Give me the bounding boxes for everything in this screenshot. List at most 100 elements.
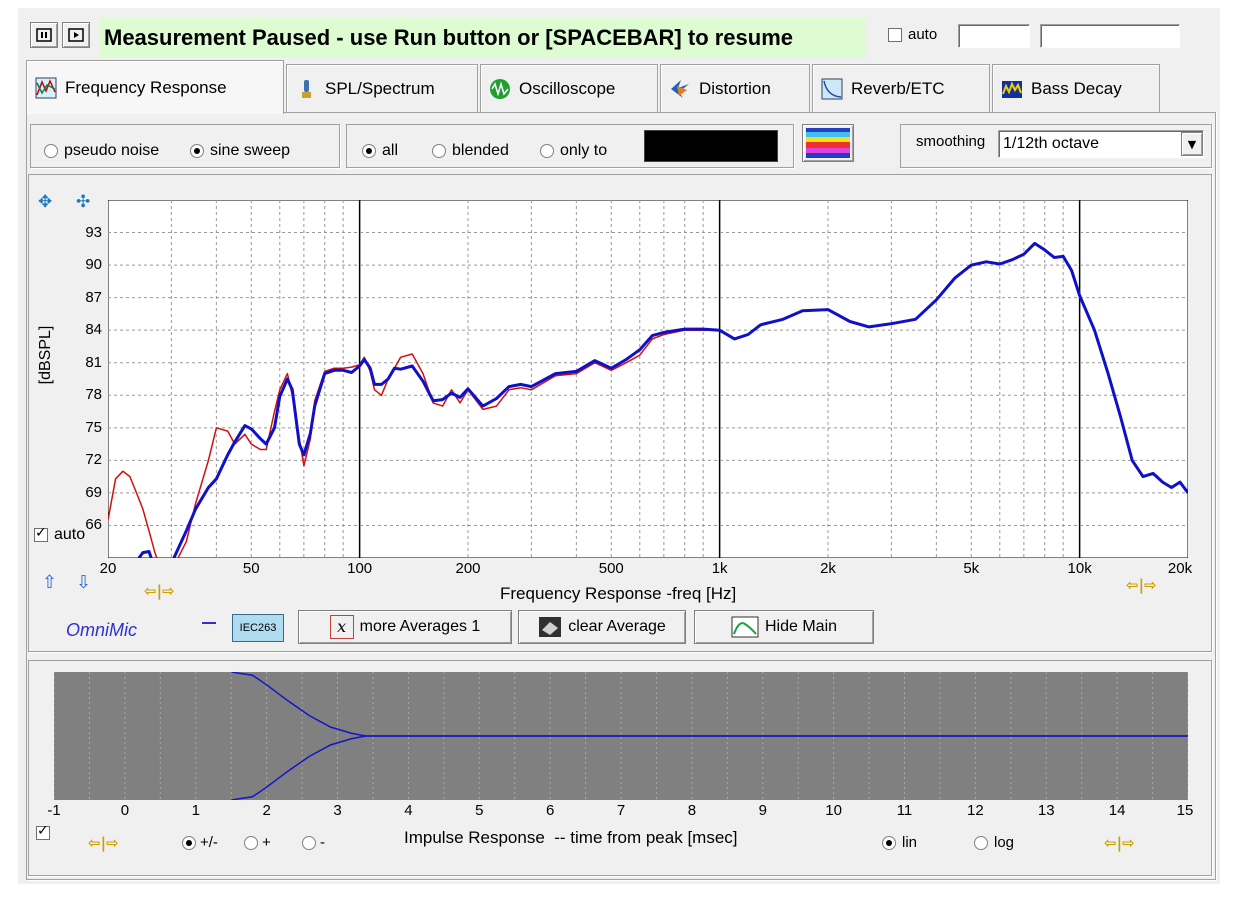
lin-option[interactable]: lin: [882, 834, 917, 851]
minus-label: -: [320, 834, 325, 851]
auto-checkbox[interactable]: [888, 27, 902, 42]
only-to-radio[interactable]: [540, 144, 554, 158]
run-button[interactable]: [62, 22, 90, 48]
y-tick-label: 90: [85, 256, 102, 274]
all-radio[interactable]: [362, 144, 376, 158]
auto-toggle[interactable]: auto: [888, 26, 937, 43]
impulse-x-tick-label: 1: [191, 802, 200, 819]
shift-right-icon[interactable]: ⇦|⇨: [1126, 576, 1157, 594]
scope-group: [346, 124, 794, 168]
impulse-x-tick-label: 6: [545, 802, 555, 819]
auto-label: auto: [908, 26, 938, 43]
tab-oscilloscope[interactable]: Oscilloscope: [480, 64, 658, 112]
tab-label: Oscilloscope: [519, 78, 616, 98]
blended-option[interactable]: blended: [432, 142, 509, 160]
smoothing-value: 1/12th octave: [1003, 135, 1100, 152]
tab-bass-decay[interactable]: Bass Decay: [992, 64, 1160, 112]
frequency-response-group: [28, 174, 1212, 652]
impulse-checkbox-wrap[interactable]: [36, 823, 50, 845]
waterfall-icon: [806, 128, 850, 158]
impulse-x-tick-label: 7: [616, 802, 626, 819]
pause-icon: [36, 28, 52, 42]
plus-radio[interactable]: [244, 835, 258, 850]
sine-sweep-radio[interactable]: [190, 144, 204, 158]
tab-frequency-response[interactable]: Frequency Response: [26, 60, 284, 114]
smoothing-select[interactable]: 1/12th octave ▼: [998, 130, 1204, 158]
tab-reverb-etc[interactable]: Reverb/ETC: [812, 64, 990, 112]
sine-sweep-label: sine sweep: [210, 142, 291, 159]
tab-label: Bass Decay: [1031, 78, 1122, 98]
zoom-in-icon[interactable]: ✥: [38, 192, 53, 212]
hide-main-button[interactable]: Hide Main: [694, 610, 874, 644]
frequency-response-plot: [108, 200, 1188, 558]
smoothing-group: [900, 124, 1212, 168]
smoothing-label: smoothing: [916, 133, 986, 150]
pseudo-noise-radio[interactable]: [44, 144, 58, 158]
impulse-x-tick-label: 2: [262, 802, 271, 819]
plus-minus-option[interactable]: +/-: [182, 834, 218, 851]
arrow-down-icon[interactable]: ⇩: [76, 572, 92, 593]
impulse-shift-left-icon[interactable]: ⇦|⇨: [88, 834, 119, 852]
all-option[interactable]: all: [362, 142, 398, 160]
arrow-up-icon[interactable]: ⇧: [42, 572, 58, 593]
only-to-field[interactable]: [644, 130, 778, 162]
y-tick-label: 66: [85, 516, 102, 534]
minus-radio[interactable]: [302, 835, 316, 850]
shift-left-icon[interactable]: ⇦|⇨: [144, 582, 175, 600]
impulse-x-tick-label: 9: [758, 802, 767, 819]
plus-minus-radio[interactable]: [182, 835, 196, 850]
blended-radio[interactable]: [432, 144, 446, 158]
plot-auto-checkbox[interactable]: [34, 525, 48, 542]
pseudo-noise-label: pseudo noise: [64, 142, 160, 159]
y-tick-label: 87: [85, 288, 102, 306]
impulse-shift-right-icon[interactable]: ⇦|⇨: [1104, 834, 1135, 852]
hide-main-label: Hide Main: [764, 618, 838, 635]
y-tick-label: 75: [85, 418, 102, 436]
plus-option[interactable]: +: [244, 834, 271, 851]
impulse-checkbox[interactable]: [36, 823, 50, 840]
tab-label: Reverb/ETC: [851, 78, 945, 98]
clear-icon: [539, 617, 562, 637]
y-axis-label: [dBSPL]: [37, 325, 54, 385]
impulse-x-tick-label: 4: [404, 802, 413, 819]
more-averages-button[interactable]: x more Averages 1: [298, 610, 512, 644]
distortion-icon: [671, 79, 689, 98]
clear-average-button[interactable]: clear Average: [518, 610, 686, 644]
minus-option[interactable]: -: [302, 834, 325, 851]
y-axis-label-wrap: [dBSPL]: [34, 288, 58, 428]
impulse-x-tick-label: 0: [120, 802, 130, 819]
only-to-option[interactable]: only to: [540, 142, 607, 160]
tab-distortion[interactable]: Distortion: [660, 64, 810, 112]
log-option[interactable]: log: [974, 834, 1014, 851]
more-averages-label: more Averages 1: [359, 618, 481, 635]
x-tick-label: 50: [242, 560, 260, 577]
auto-field-1[interactable]: [958, 24, 1030, 48]
curve-icon: [731, 616, 759, 638]
iec-badge[interactable]: IEC263: [232, 614, 284, 642]
tab-label: Frequency Response: [65, 77, 227, 97]
y-tick-label: 69: [85, 483, 102, 501]
frequency-response-icon: [35, 77, 57, 98]
bass-decay-icon: [1002, 80, 1022, 98]
lin-radio[interactable]: [882, 835, 896, 850]
lin-label: lin: [902, 834, 918, 851]
y-tick-label: 72: [85, 451, 102, 469]
omnimic-label: OmniMic: [66, 620, 137, 640]
sine-sweep-option[interactable]: sine sweep: [190, 142, 290, 160]
pseudo-noise-option[interactable]: pseudo noise: [44, 142, 159, 160]
zoom-out-icon[interactable]: ✣: [76, 192, 91, 212]
pause-button[interactable]: [30, 22, 58, 48]
impulse-x-tick-label: 15: [1176, 802, 1194, 819]
x-tick-label: 2k: [820, 560, 836, 577]
x-tick-label: 1k: [711, 560, 728, 577]
plus-minus-label: +/-: [200, 834, 218, 851]
x-bar-icon: x: [329, 615, 354, 639]
impulse-x-tick-label: 3: [333, 802, 342, 819]
log-radio[interactable]: [974, 835, 988, 850]
waterfall-button[interactable]: [802, 124, 854, 162]
plot-auto-toggle[interactable]: auto: [34, 525, 85, 544]
tab-spl-spectrum[interactable]: SPL/Spectrum: [286, 64, 478, 112]
x-tick-label: 500: [598, 560, 624, 577]
chevron-down-icon[interactable]: ▼: [1181, 132, 1203, 156]
auto-field-2[interactable]: [1040, 24, 1180, 48]
